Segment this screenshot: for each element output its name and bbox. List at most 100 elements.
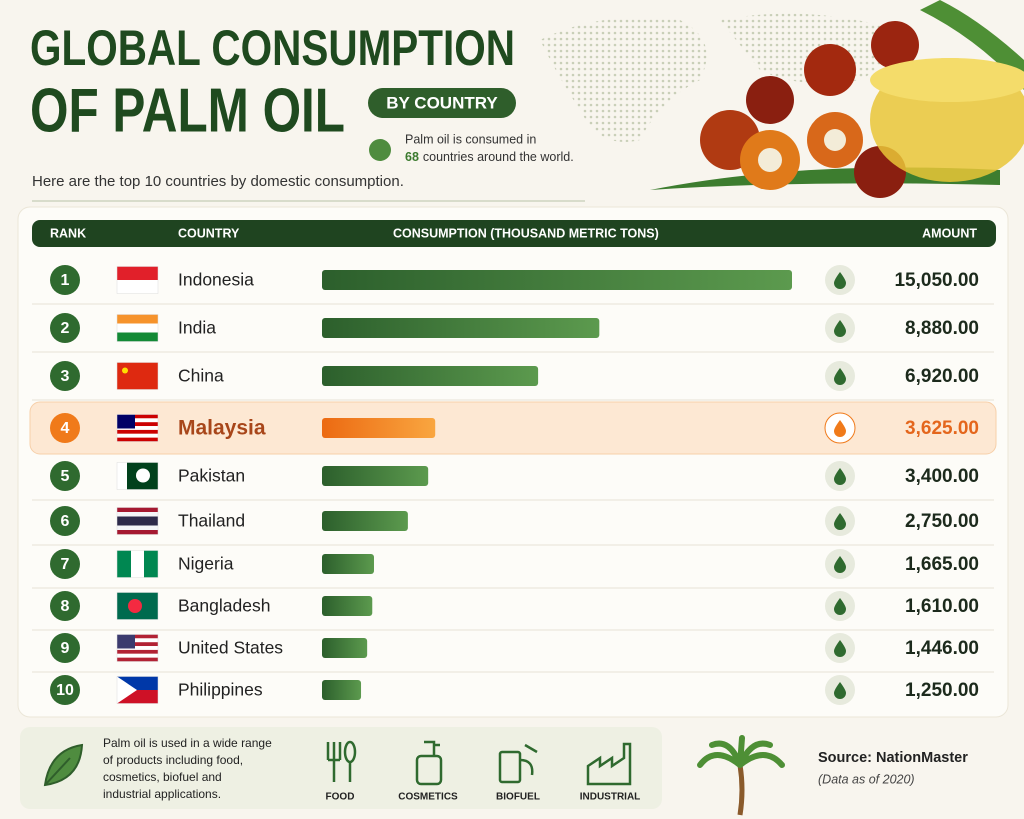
flag-stripe <box>117 516 158 521</box>
footer-line: of products including food, <box>103 753 243 767</box>
uses: FOOD COSMETICS BIOFUEL INDUSTRIAL <box>326 792 641 803</box>
flag <box>116 314 159 342</box>
rank: 5 <box>61 468 70 485</box>
flag-stripe <box>117 521 158 526</box>
drop-icon <box>834 682 846 699</box>
rank-badge <box>50 413 80 443</box>
value-label: 8,880.00 <box>905 318 979 339</box>
rows: RANK COUNTRY CONSUMPTION (THOUSAND METRIC … <box>29 226 997 705</box>
flag <box>116 414 159 442</box>
rank: 9 <box>61 640 70 657</box>
flag-stripe <box>117 362 158 390</box>
use-label: COSMETICS <box>398 792 458 803</box>
rank-badge <box>50 591 80 621</box>
flag-border <box>116 676 159 704</box>
badge-bg <box>368 88 516 118</box>
rank: 10 <box>56 682 74 699</box>
footer-line: cosmetics, biofuel and <box>103 770 222 784</box>
flag <box>116 266 159 294</box>
palm-tree <box>697 735 785 816</box>
bar <box>322 270 792 290</box>
value-label: 2,750.00 <box>905 511 979 532</box>
source: Source: NationMaster <box>818 750 968 766</box>
flag-part <box>131 550 144 578</box>
flag-stripe <box>117 507 158 512</box>
flag-stripe <box>117 653 158 658</box>
date-note: (Data as of 2020) <box>818 772 915 786</box>
palm-decoration <box>650 0 1024 198</box>
flag-border <box>116 550 159 578</box>
flag <box>116 676 159 704</box>
bar <box>322 366 539 386</box>
country: Malaysia <box>178 417 266 440</box>
flag-border <box>116 592 159 620</box>
bar <box>322 466 429 486</box>
intro: Here are the top 10 countries by domesti… <box>32 173 404 190</box>
rank-badge <box>50 361 80 391</box>
flag-stripe <box>117 418 158 423</box>
flag-stripe <box>117 657 158 662</box>
flag <box>116 462 159 490</box>
bar <box>322 680 362 700</box>
table-card <box>17 206 1009 718</box>
flag-stripe <box>117 638 158 643</box>
flag-stripe <box>117 634 158 639</box>
column-header: COUNTRY <box>178 226 240 240</box>
value-label: 15,050.00 <box>894 270 979 291</box>
rank-badge <box>50 265 80 295</box>
country: Indonesia <box>178 270 254 290</box>
note-line1: Palm oil is consumed in <box>405 132 536 146</box>
rank: 6 <box>61 513 70 530</box>
drop-icon <box>834 640 846 657</box>
title-line1: GLOBAL CONSUMPTION <box>30 20 515 76</box>
country: Philippines <box>178 680 263 700</box>
flag <box>116 362 159 390</box>
flag-stripe <box>117 426 158 430</box>
flag <box>116 507 159 535</box>
country: Bangladesh <box>178 596 270 616</box>
country: Nigeria <box>178 554 234 574</box>
flag-part <box>128 599 142 613</box>
drop-icon <box>834 513 846 530</box>
header-bar <box>32 220 996 247</box>
title-line2: OF PALM OIL <box>30 76 345 145</box>
country: Thailand <box>178 511 245 531</box>
bar <box>322 511 408 531</box>
flag-border <box>116 634 159 662</box>
bar <box>322 554 374 574</box>
value-label: 1,610.00 <box>905 596 979 617</box>
rank-badge <box>50 675 80 705</box>
column-header: RANK <box>50 226 86 240</box>
note-suffix: countries around the world. <box>423 150 574 164</box>
drop-icon <box>834 320 846 337</box>
badge: BY COUNTRY <box>386 93 498 112</box>
footer-box <box>20 727 662 809</box>
flag-border <box>116 414 159 442</box>
note-line2: 68 countries around the world. <box>405 150 574 164</box>
flag <box>116 592 159 620</box>
bar <box>322 418 436 438</box>
highlight-row <box>29 401 997 455</box>
flag-part <box>117 676 137 704</box>
bar <box>322 596 373 616</box>
rank: 7 <box>61 556 70 573</box>
value-label: 1,250.00 <box>905 680 979 701</box>
flag-part <box>117 634 135 649</box>
country: United States <box>178 638 283 658</box>
use-label: BIOFUEL <box>496 792 540 803</box>
flag-border <box>116 314 159 342</box>
flag-part <box>136 468 150 483</box>
flag-stripe <box>117 649 158 654</box>
bar <box>322 638 368 658</box>
leaf-icon <box>43 743 84 787</box>
value-label: 1,446.00 <box>905 638 979 659</box>
flag-stripe <box>117 642 158 647</box>
rank-badge <box>50 506 80 536</box>
flag-stripe <box>117 422 158 427</box>
flag-stripe <box>117 323 158 333</box>
rank-badge <box>50 633 80 663</box>
value-label: 1,665.00 <box>905 554 979 575</box>
drop-icon <box>834 368 846 385</box>
flag-border <box>116 362 159 390</box>
column-header: CONSUMPTION (THOUSAND METRIC TONS) <box>393 226 659 240</box>
